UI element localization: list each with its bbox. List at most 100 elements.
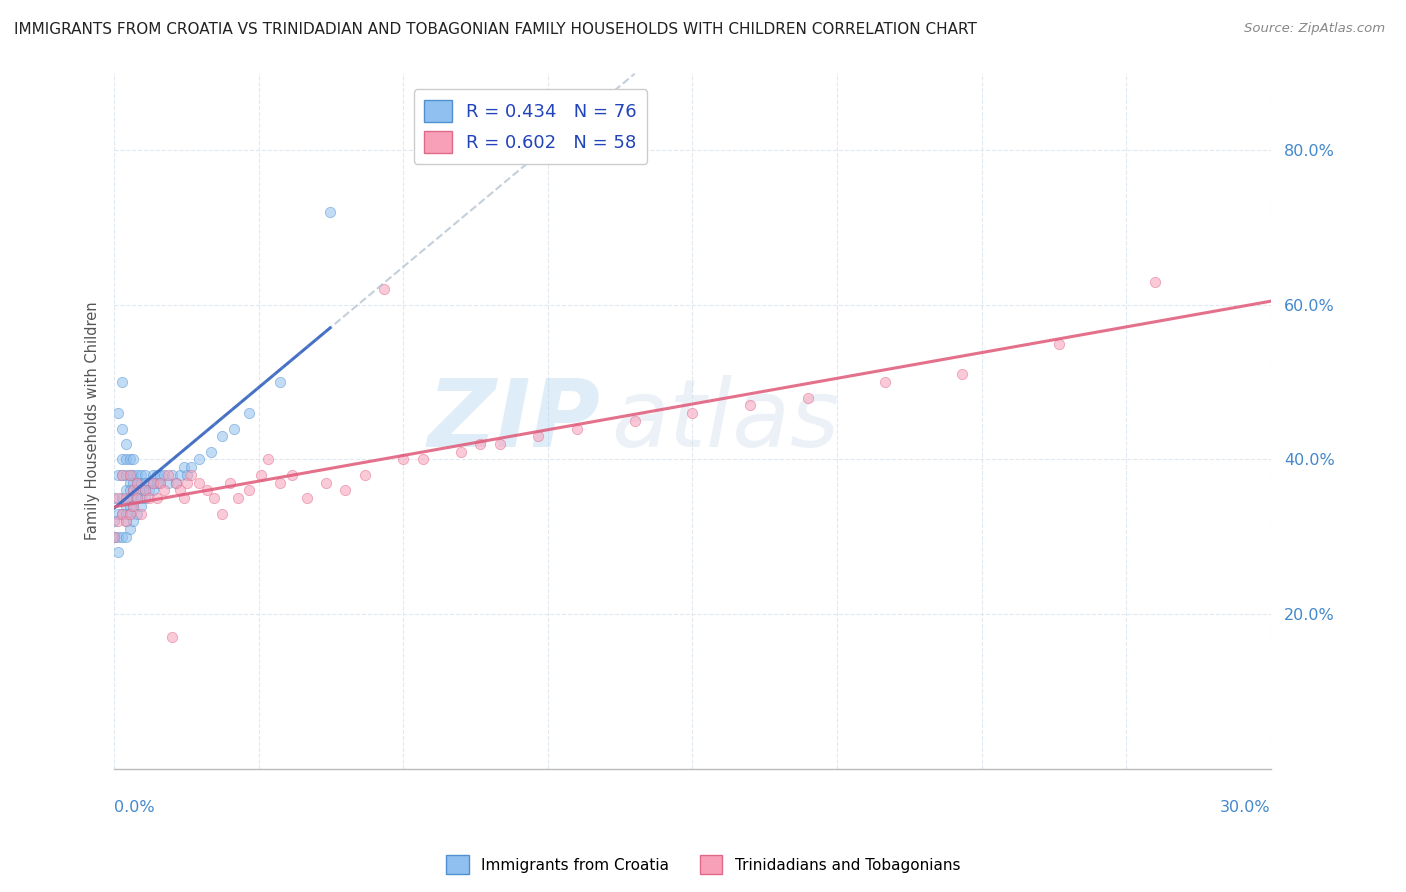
Point	[127, 491, 149, 505]
Point	[488, 437, 510, 451]
Point	[269, 475, 291, 490]
Point	[176, 467, 198, 482]
Point	[373, 282, 395, 296]
Point	[1144, 275, 1167, 289]
Point	[122, 491, 145, 505]
Point	[129, 491, 152, 505]
Point	[740, 398, 762, 412]
Point	[681, 406, 703, 420]
Point	[145, 491, 167, 505]
Point	[211, 429, 233, 443]
Point	[157, 467, 180, 482]
Point	[169, 467, 191, 482]
Y-axis label: Family Households with Children: Family Households with Children	[86, 301, 100, 541]
Point	[226, 491, 249, 505]
Point	[122, 475, 145, 490]
Point	[412, 452, 434, 467]
Point	[118, 522, 141, 536]
Point	[118, 491, 141, 505]
Point	[195, 483, 218, 498]
Point	[149, 467, 172, 482]
Point	[188, 452, 211, 467]
Point	[127, 467, 149, 482]
Point	[129, 475, 152, 490]
Point	[134, 475, 156, 490]
Point	[122, 467, 145, 482]
Point	[114, 499, 136, 513]
Point	[211, 507, 233, 521]
Point	[138, 475, 160, 490]
Point	[280, 467, 302, 482]
Text: IMMIGRANTS FROM CROATIA VS TRINIDADIAN AND TOBAGONIAN FAMILY HOUSEHOLDS WITH CHI: IMMIGRANTS FROM CROATIA VS TRINIDADIAN A…	[14, 22, 977, 37]
Point	[797, 391, 820, 405]
Point	[118, 507, 141, 521]
Point	[134, 483, 156, 498]
Point	[238, 483, 260, 498]
Point	[142, 467, 165, 482]
Point	[142, 483, 165, 498]
Point	[129, 483, 152, 498]
Point	[180, 467, 202, 482]
Point	[114, 507, 136, 521]
Point	[118, 507, 141, 521]
Text: atlas: atlas	[612, 376, 839, 467]
Point	[319, 205, 342, 219]
Legend: R = 0.434   N = 76, R = 0.602   N = 58: R = 0.434 N = 76, R = 0.602 N = 58	[413, 89, 647, 164]
Point	[111, 507, 134, 521]
Point	[153, 483, 176, 498]
Point	[153, 467, 176, 482]
Point	[107, 514, 129, 528]
Point	[173, 460, 195, 475]
Point	[160, 630, 183, 644]
Point	[129, 467, 152, 482]
Point	[1047, 336, 1070, 351]
Point	[295, 491, 318, 505]
Point	[238, 406, 260, 420]
Point	[103, 530, 125, 544]
Point	[392, 452, 415, 467]
Point	[200, 444, 222, 458]
Point	[107, 406, 129, 420]
Point	[111, 491, 134, 505]
Point	[114, 491, 136, 505]
Point	[145, 467, 167, 482]
Point	[111, 375, 134, 389]
Point	[127, 483, 149, 498]
Point	[218, 475, 240, 490]
Point	[565, 421, 588, 435]
Point	[114, 452, 136, 467]
Legend: Immigrants from Croatia, Trinidadians and Tobagonians: Immigrants from Croatia, Trinidadians an…	[440, 849, 966, 880]
Point	[142, 475, 165, 490]
Point	[315, 475, 337, 490]
Point	[111, 467, 134, 482]
Point	[127, 491, 149, 505]
Point	[111, 467, 134, 482]
Point	[450, 444, 472, 458]
Point	[127, 507, 149, 521]
Point	[160, 467, 183, 482]
Point	[129, 499, 152, 513]
Point	[122, 452, 145, 467]
Text: 30.0%: 30.0%	[1220, 800, 1271, 815]
Point	[114, 437, 136, 451]
Point	[118, 475, 141, 490]
Point	[129, 507, 152, 521]
Point	[180, 460, 202, 475]
Point	[118, 452, 141, 467]
Point	[111, 530, 134, 544]
Point	[149, 475, 172, 490]
Point	[103, 530, 125, 544]
Point	[173, 491, 195, 505]
Point	[353, 467, 375, 482]
Point	[111, 507, 134, 521]
Point	[222, 421, 245, 435]
Point	[165, 475, 187, 490]
Point	[204, 491, 226, 505]
Point	[122, 499, 145, 513]
Point	[122, 483, 145, 498]
Point	[249, 467, 271, 482]
Point	[165, 475, 187, 490]
Text: Source: ZipAtlas.com: Source: ZipAtlas.com	[1244, 22, 1385, 36]
Point	[111, 421, 134, 435]
Point	[188, 475, 211, 490]
